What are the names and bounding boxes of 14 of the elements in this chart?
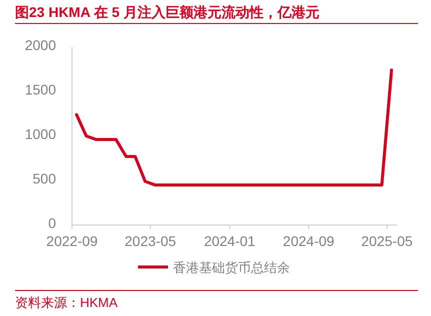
y-tick-label: 1500 [24,82,56,98]
x-tick-label: 2025-05 [361,233,413,249]
y-tick-label: 500 [32,170,56,186]
x-tick-label: 2024-01 [204,233,256,249]
y-tick-label: 2000 [24,37,56,53]
legend-label: 香港基础货币总结余 [173,260,290,275]
y-tick-label: 1000 [24,126,56,142]
x-tick-label: 2023-05 [124,233,176,249]
y-tick-label: 0 [48,215,56,231]
x-tick-label: 2024-09 [282,233,335,249]
chart-title: 图23 HKMA 在 5 月注入巨额港元流动性，亿港元 [15,4,320,20]
x-tick-label: 2022-09 [46,233,98,249]
text: 资料来源：HKMA [15,295,118,310]
legend: 香港基础货币总结余 [138,260,290,275]
